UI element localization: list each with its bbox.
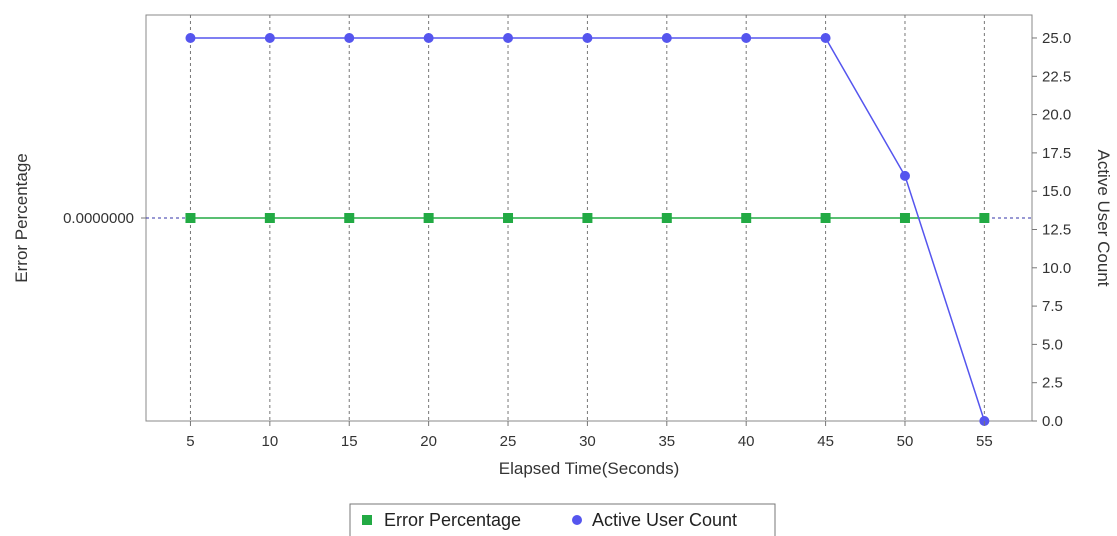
data-point-active-user-count xyxy=(344,32,355,43)
legend-marker-active-user-count xyxy=(572,515,582,525)
x-tick-label: 50 xyxy=(897,433,914,450)
data-point-active-user-count xyxy=(741,32,752,43)
data-point-error-percentage xyxy=(185,213,196,223)
x-tick-label: 40 xyxy=(738,433,755,450)
data-point-error-percentage xyxy=(582,213,593,223)
data-point-active-user-count xyxy=(899,170,910,181)
y-left-tick-label: 0.0000000 xyxy=(63,210,134,227)
x-tick-label: 35 xyxy=(658,433,675,450)
data-point-error-percentage xyxy=(741,213,752,223)
tick-layer: 5 10 15 20 25 30 35 40 45 50 55 0.0 2.5 5.0 7.5 10.0 12.… xyxy=(63,30,1071,450)
y-right-tick-label: 25.0 xyxy=(1042,30,1071,47)
data-point-active-user-count xyxy=(820,32,831,43)
y-right-tick-label: 17.5 xyxy=(1042,145,1071,162)
data-point-error-percentage xyxy=(820,213,831,223)
y-right-tick-label: 5.0 xyxy=(1042,336,1063,353)
legend: Error Percentage Active User Count xyxy=(349,503,776,536)
x-tick-label: 25 xyxy=(500,433,517,450)
y-axis-right-title: Active User Count xyxy=(1094,150,1113,287)
data-point-active-user-count xyxy=(503,32,514,43)
y-right-tick-label: 12.5 xyxy=(1042,221,1071,238)
x-tick-label: 15 xyxy=(341,433,358,450)
data-point-error-percentage xyxy=(264,213,275,223)
y-axis-left-title: Error Percentage xyxy=(12,153,31,282)
x-tick-label: 10 xyxy=(262,433,279,450)
y-right-tick-label: 2.5 xyxy=(1042,375,1063,392)
data-point-error-percentage xyxy=(979,213,990,223)
x-tick-label: 20 xyxy=(420,433,437,450)
y-right-tick-label: 20.0 xyxy=(1042,107,1071,124)
data-point-error-percentage xyxy=(503,213,514,223)
y-right-tick-label: 10.0 xyxy=(1042,260,1071,277)
x-tick-label: 5 xyxy=(186,433,194,450)
x-axis-title: Elapsed Time(Seconds) xyxy=(499,459,679,478)
legend-marker-error-percentage xyxy=(362,515,372,525)
x-tick-label: 55 xyxy=(976,433,993,450)
data-point-error-percentage xyxy=(899,213,910,223)
legend-label-error-percentage: Error Percentage xyxy=(384,510,521,530)
x-tick-label: 30 xyxy=(579,433,596,450)
data-point-active-user-count xyxy=(423,32,434,43)
y-right-tick-label: 22.5 xyxy=(1042,68,1071,85)
data-point-error-percentage xyxy=(423,213,434,223)
series-layer xyxy=(185,32,990,426)
data-point-error-percentage xyxy=(344,213,355,223)
data-point-error-percentage xyxy=(661,213,672,223)
grid-layer xyxy=(189,15,985,421)
legend-box xyxy=(349,503,776,536)
y-right-tick-label: 15.0 xyxy=(1042,183,1071,200)
data-point-active-user-count xyxy=(264,32,275,43)
y-right-tick-label: 0.0 xyxy=(1042,413,1063,430)
data-point-active-user-count xyxy=(185,32,196,43)
data-point-active-user-count xyxy=(582,32,593,43)
legend-label-active-user-count: Active User Count xyxy=(592,510,737,530)
x-tick-label: 45 xyxy=(817,433,834,450)
y-right-tick-label: 7.5 xyxy=(1042,298,1063,315)
data-point-active-user-count xyxy=(661,32,672,43)
